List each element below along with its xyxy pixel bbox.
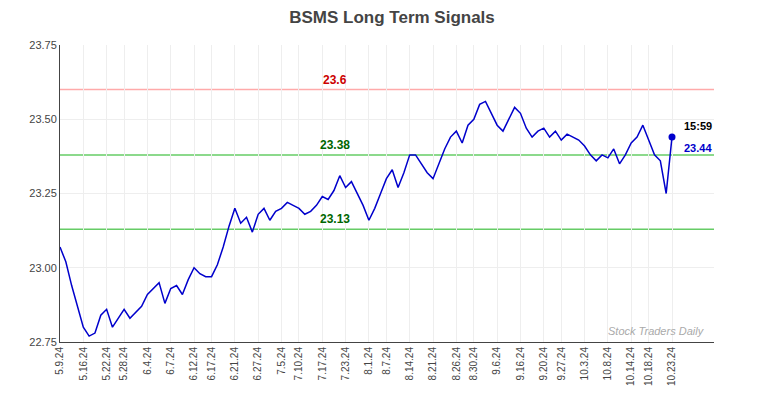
svg-text:8.21.24: 8.21.24 (427, 347, 438, 381)
svg-text:8.1.24: 8.1.24 (363, 347, 374, 375)
svg-text:23.75: 23.75 (29, 39, 57, 51)
svg-text:8.7.24: 8.7.24 (381, 347, 392, 375)
svg-text:6.27.24: 6.27.24 (252, 347, 263, 381)
svg-text:9.6.24: 9.6.24 (491, 347, 502, 375)
svg-text:7.5.24: 7.5.24 (276, 347, 287, 375)
svg-text:7.23.24: 7.23.24 (340, 347, 351, 381)
svg-text:7.17.24: 7.17.24 (317, 347, 328, 381)
svg-text:23.25: 23.25 (29, 187, 57, 199)
svg-text:23.6: 23.6 (323, 73, 347, 87)
svg-text:6.12.24: 6.12.24 (188, 347, 199, 381)
svg-text:8.14.24: 8.14.24 (404, 347, 415, 381)
svg-text:5.9.24: 5.9.24 (54, 347, 65, 375)
svg-text:6.17.24: 6.17.24 (206, 347, 217, 381)
svg-text:5.22.24: 5.22.24 (101, 347, 112, 381)
svg-text:BSMS Long Term Signals: BSMS Long Term Signals (289, 8, 495, 27)
svg-text:23.44: 23.44 (684, 142, 712, 154)
svg-text:10.3.24: 10.3.24 (579, 347, 590, 381)
svg-text:9.27.24: 9.27.24 (556, 347, 567, 381)
svg-text:23.00: 23.00 (29, 262, 57, 274)
svg-text:6.7.24: 6.7.24 (165, 347, 176, 375)
svg-text:8.30.24: 8.30.24 (468, 347, 479, 381)
svg-text:10.8.24: 10.8.24 (602, 347, 613, 381)
svg-text:10.23.24: 10.23.24 (666, 347, 677, 386)
svg-text:6.21.24: 6.21.24 (229, 347, 240, 381)
svg-text:10.18.24: 10.18.24 (643, 347, 654, 386)
svg-text:7.10.24: 7.10.24 (293, 347, 304, 381)
svg-text:15:59: 15:59 (684, 120, 712, 132)
svg-text:6.4.24: 6.4.24 (142, 347, 153, 375)
svg-text:22.75: 22.75 (29, 336, 57, 348)
svg-text:10.14.24: 10.14.24 (625, 347, 636, 386)
svg-text:23.38: 23.38 (320, 138, 350, 152)
svg-text:9.16.24: 9.16.24 (515, 347, 526, 381)
svg-text:Stock Traders Daily: Stock Traders Daily (608, 325, 705, 337)
svg-text:23.50: 23.50 (29, 113, 57, 125)
svg-text:23.13: 23.13 (320, 212, 350, 226)
svg-text:9.20.24: 9.20.24 (538, 347, 549, 381)
svg-text:5.28.24: 5.28.24 (118, 347, 129, 381)
svg-text:5.16.24: 5.16.24 (78, 347, 89, 381)
svg-text:8.26.24: 8.26.24 (451, 347, 462, 381)
